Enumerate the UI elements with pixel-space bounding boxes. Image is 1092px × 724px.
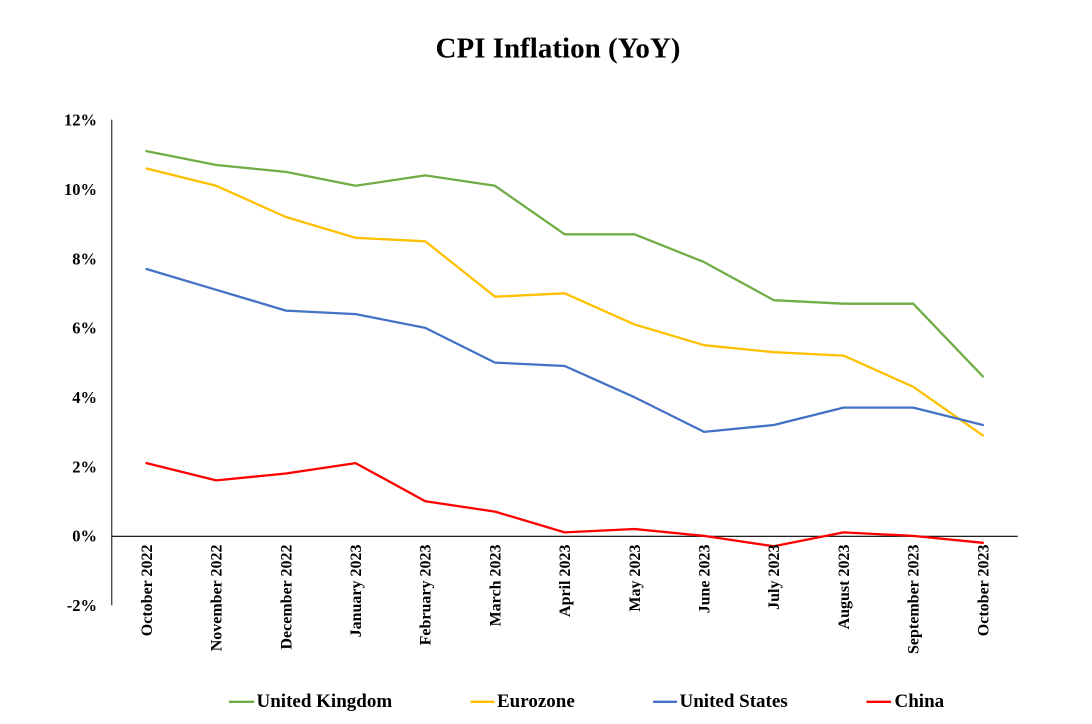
svg-text:United Kingdom: United Kingdom — [257, 691, 393, 712]
svg-text:-2%: -2% — [67, 596, 97, 615]
svg-text:January 2023: January 2023 — [348, 545, 365, 638]
svg-text:June 2023: June 2023 — [697, 545, 714, 614]
svg-text:China: China — [895, 691, 945, 712]
svg-text:February 2023: February 2023 — [418, 545, 435, 646]
svg-text:April 2023: April 2023 — [557, 545, 574, 617]
svg-text:2%: 2% — [72, 457, 97, 476]
svg-text:December 2022: December 2022 — [278, 545, 295, 650]
svg-text:12%: 12% — [64, 111, 97, 130]
svg-text:November 2022: November 2022 — [209, 545, 226, 652]
svg-text:October 2023: October 2023 — [975, 545, 992, 637]
svg-text:10%: 10% — [64, 180, 97, 199]
svg-text:Eurozone: Eurozone — [497, 691, 575, 712]
svg-text:0%: 0% — [72, 527, 97, 546]
svg-text:6%: 6% — [72, 319, 97, 338]
svg-text:8%: 8% — [72, 249, 97, 268]
svg-text:CPI Inflation (YoY): CPI Inflation (YoY) — [436, 33, 681, 65]
svg-text:October 2022: October 2022 — [139, 545, 156, 637]
svg-text:United States: United States — [680, 691, 788, 712]
svg-text:September 2023: September 2023 — [906, 545, 923, 654]
svg-text:May 2023: May 2023 — [627, 545, 644, 612]
svg-text:4%: 4% — [72, 388, 97, 407]
svg-text:August 2023: August 2023 — [836, 545, 853, 630]
svg-text:July 2023: July 2023 — [766, 545, 783, 610]
svg-text:March 2023: March 2023 — [487, 545, 504, 627]
